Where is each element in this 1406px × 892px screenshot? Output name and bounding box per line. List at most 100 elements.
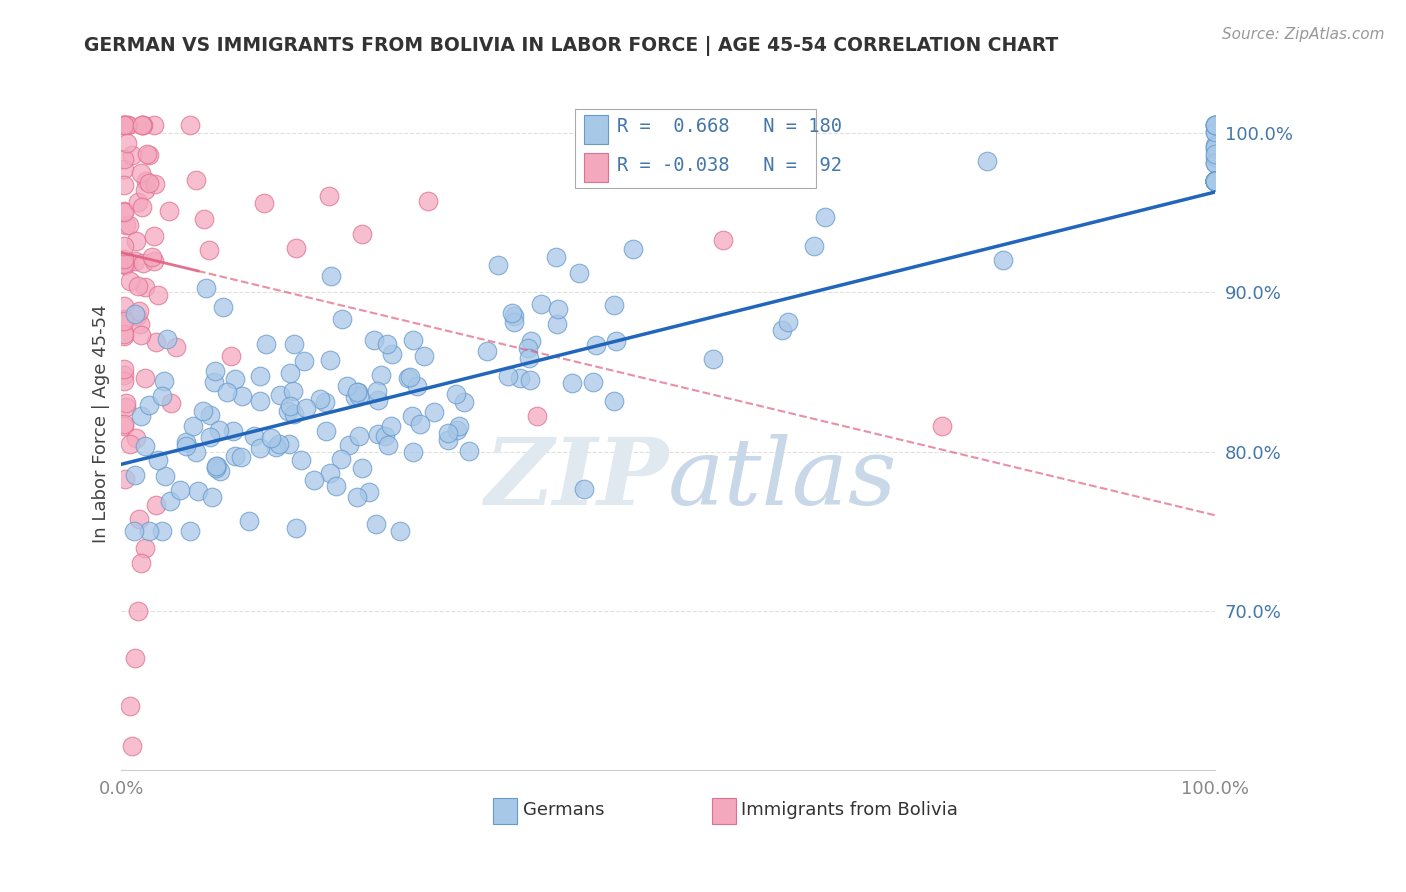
Point bbox=[1204, 174, 1226, 188]
Point bbox=[127, 604, 149, 618]
Point bbox=[346, 490, 368, 504]
Point bbox=[201, 491, 224, 505]
Point bbox=[156, 332, 179, 346]
Point bbox=[295, 401, 318, 416]
Point bbox=[318, 188, 340, 202]
Point bbox=[444, 387, 467, 401]
Point bbox=[363, 333, 385, 347]
Point bbox=[931, 419, 953, 434]
Point bbox=[991, 252, 1014, 267]
Point bbox=[1204, 125, 1226, 139]
Point bbox=[530, 296, 553, 310]
Point bbox=[352, 460, 374, 475]
Point bbox=[585, 337, 607, 351]
Point bbox=[453, 395, 475, 409]
Point bbox=[155, 468, 177, 483]
Point bbox=[208, 464, 231, 478]
Point bbox=[402, 333, 425, 347]
Point bbox=[138, 524, 160, 538]
Point bbox=[231, 450, 253, 464]
Point bbox=[112, 327, 135, 342]
Point bbox=[134, 371, 156, 385]
Point bbox=[290, 453, 312, 467]
Point bbox=[129, 328, 152, 343]
Point bbox=[770, 322, 793, 336]
Point bbox=[141, 250, 163, 264]
Point bbox=[249, 441, 271, 455]
Point bbox=[503, 309, 526, 323]
Point bbox=[546, 317, 568, 331]
Point bbox=[814, 211, 837, 225]
Point bbox=[388, 524, 411, 538]
Point bbox=[1204, 174, 1226, 188]
Point bbox=[408, 417, 430, 431]
Point bbox=[169, 483, 191, 497]
Point bbox=[1204, 174, 1226, 188]
Point bbox=[217, 384, 239, 399]
Point bbox=[1204, 174, 1226, 188]
Point bbox=[112, 256, 135, 270]
Point bbox=[112, 118, 135, 132]
Point bbox=[346, 385, 368, 400]
Point bbox=[561, 376, 583, 390]
Point bbox=[1204, 174, 1226, 188]
Point bbox=[603, 393, 626, 408]
Text: ZIP: ZIP bbox=[484, 434, 668, 524]
Point bbox=[1204, 174, 1226, 188]
Point bbox=[285, 241, 308, 255]
Point bbox=[118, 274, 141, 288]
Point bbox=[124, 524, 146, 538]
Point bbox=[129, 556, 152, 570]
Point bbox=[374, 429, 396, 443]
Point bbox=[181, 419, 204, 434]
Point bbox=[112, 361, 135, 376]
Point bbox=[402, 445, 425, 459]
Point bbox=[266, 440, 288, 454]
Point bbox=[1204, 137, 1226, 152]
Point bbox=[1204, 174, 1226, 188]
Point bbox=[143, 253, 166, 268]
Point bbox=[159, 395, 181, 409]
FancyBboxPatch shape bbox=[494, 797, 517, 824]
Point bbox=[224, 449, 246, 463]
Point bbox=[581, 375, 603, 389]
Point bbox=[249, 394, 271, 409]
Point bbox=[702, 352, 724, 367]
Point bbox=[134, 280, 156, 294]
Point bbox=[458, 443, 481, 458]
Point bbox=[124, 651, 146, 665]
Point bbox=[1204, 174, 1226, 188]
Point bbox=[1204, 174, 1226, 188]
Point bbox=[284, 520, 307, 534]
Point bbox=[112, 204, 135, 219]
Point bbox=[413, 349, 436, 363]
Point bbox=[143, 228, 166, 243]
Point bbox=[129, 409, 152, 424]
Point bbox=[152, 374, 174, 388]
Point bbox=[1204, 118, 1226, 132]
Point bbox=[145, 334, 167, 349]
Point bbox=[519, 373, 541, 387]
Point bbox=[125, 234, 148, 248]
Point bbox=[343, 390, 366, 404]
Point bbox=[118, 219, 141, 233]
Point bbox=[603, 298, 626, 312]
Point bbox=[193, 211, 215, 226]
Point bbox=[115, 218, 138, 232]
Point bbox=[112, 153, 135, 167]
Point bbox=[366, 384, 388, 398]
Point bbox=[159, 494, 181, 508]
Point bbox=[142, 118, 165, 132]
Point bbox=[517, 351, 540, 366]
Point bbox=[125, 309, 148, 323]
Point bbox=[207, 458, 229, 473]
Point bbox=[329, 452, 352, 467]
Point bbox=[976, 153, 998, 168]
Point bbox=[1204, 118, 1226, 132]
Point bbox=[138, 176, 160, 190]
Point bbox=[114, 258, 136, 272]
Point bbox=[120, 699, 142, 714]
Point bbox=[486, 259, 509, 273]
Point bbox=[112, 252, 135, 266]
Point bbox=[112, 118, 135, 132]
